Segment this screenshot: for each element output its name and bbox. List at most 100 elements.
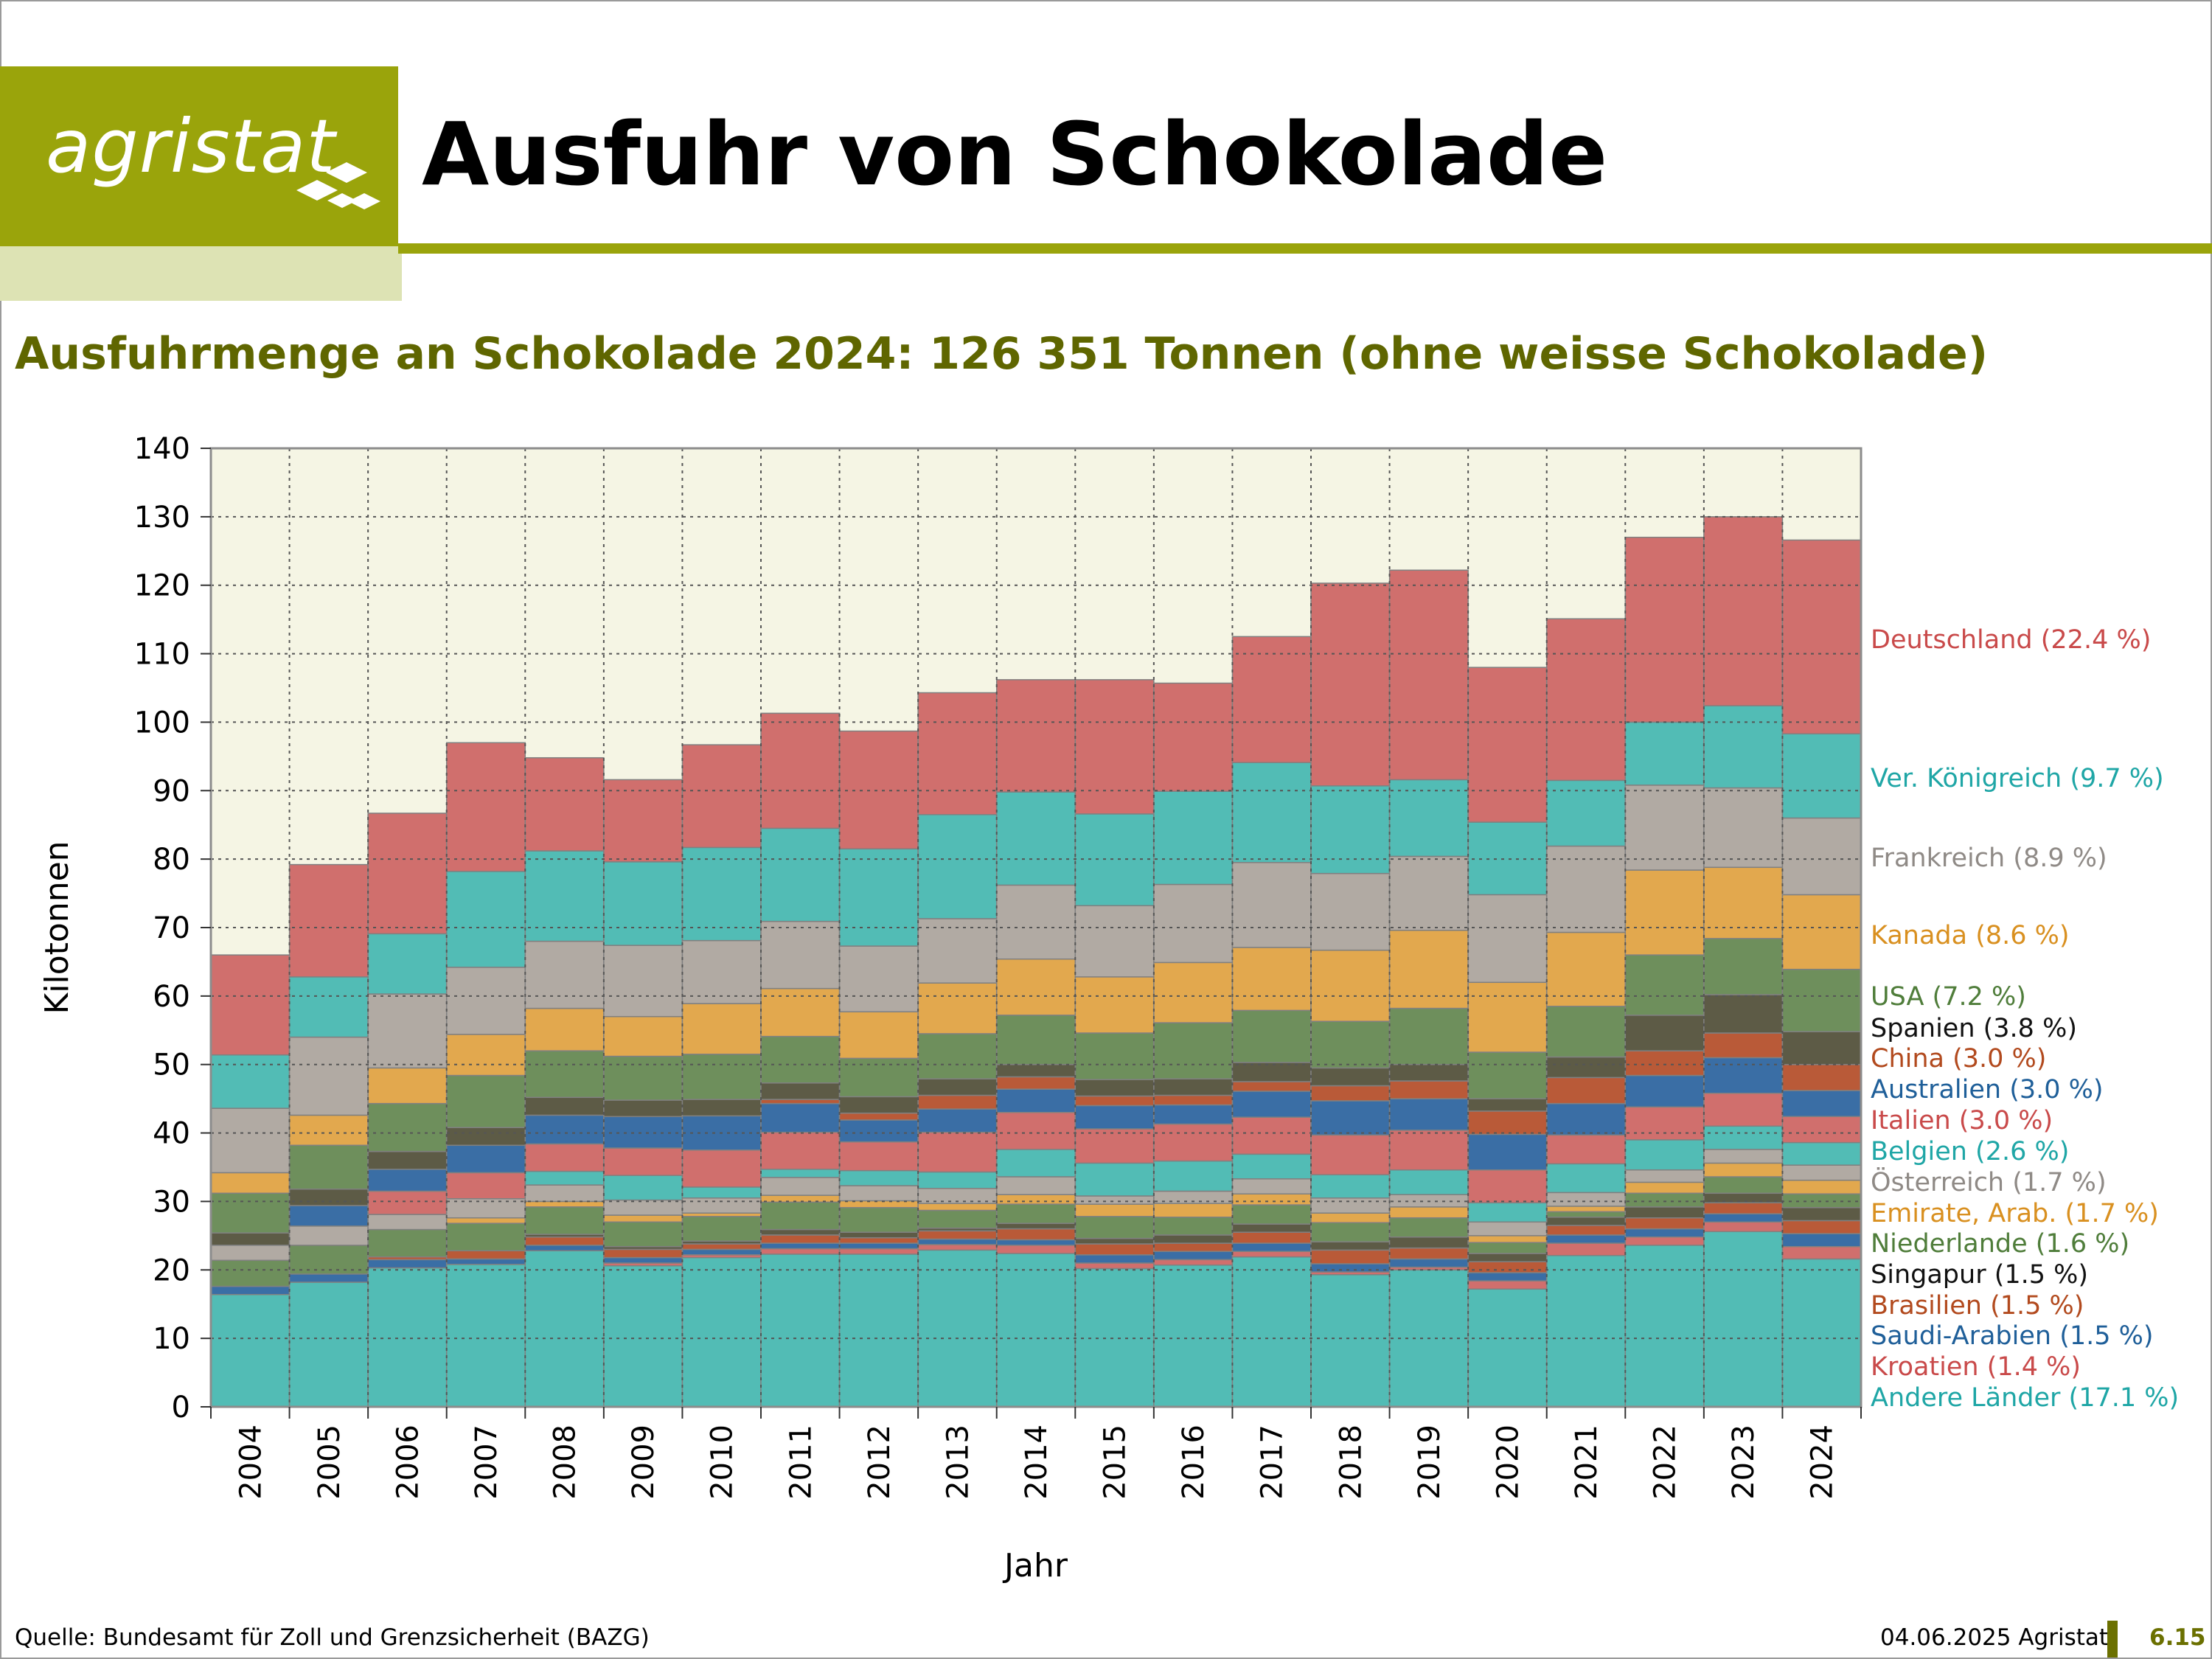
bar-segment [1624,869,1705,956]
x-tick-label: 2009 [627,1425,661,1500]
x-tick-label: 2023 [1727,1425,1761,1500]
x-tick-label: 2006 [391,1425,425,1500]
bar-segment [1624,1139,1705,1171]
bar-segment [524,1245,605,1252]
bar-segment [838,1011,919,1060]
bar-segment [1388,569,1469,781]
bar-segment [681,846,762,942]
bar-segment [367,1214,448,1231]
bar-segment [1545,1255,1627,1408]
bar-segment [603,945,684,1018]
bar-segment [1310,1134,1391,1175]
bar-segment [1074,1203,1155,1217]
bar-segment [1231,1081,1312,1092]
series-label: China (3.0 %) [1871,1044,2046,1074]
bar-segment [1231,1204,1312,1225]
y-tick-label: 70 [153,911,190,945]
bar-segment [1231,1009,1312,1063]
bar-segment [445,1127,526,1147]
bar-segment [1703,1125,1784,1150]
series-label: Italien (3.0 %) [1871,1106,2053,1135]
bar-segment [1074,1262,1155,1270]
bar-segment [603,1099,684,1118]
bar-segment [1781,539,1862,734]
bar-segment [1781,968,1862,1032]
y-tick-label: 50 [153,1048,190,1082]
bar-segment [603,1015,684,1057]
bar-segment [1624,1074,1705,1108]
bar-segment [1388,1063,1469,1082]
bar-segment [603,1265,684,1408]
bar-segment [838,1169,919,1186]
y-tick-label: 60 [153,980,190,1014]
bar-segment [445,871,526,968]
bar-segment [1310,1067,1391,1087]
bar-segment [917,692,998,815]
bar-segment [524,1096,605,1116]
bar-segment [1781,1090,1862,1118]
bar-segment [760,1228,841,1236]
bar-segment [838,1112,919,1121]
bar-segment [1467,1110,1548,1135]
series-label: Spanien (3.8 %) [1871,1014,2077,1043]
bar-segment [1153,1251,1234,1261]
bar-segment [917,814,998,919]
page-title: Ausfuhr von Schokolade [422,103,1608,205]
logo-diamond-icon [296,162,380,209]
y-tick-label: 0 [172,1391,190,1425]
bar-segment [838,848,919,947]
bar-segment [681,1099,762,1117]
x-tick-label: 2013 [941,1425,975,1500]
bar-segment [1624,1236,1705,1246]
bar-segment [681,744,762,849]
bar-segment [210,1293,291,1408]
bar-segment [917,1244,998,1251]
bar-segment [995,1228,1077,1241]
bar-segment [995,1203,1077,1224]
bar-segment [210,954,291,1056]
bar-segment [995,1253,1077,1408]
bar-segment [1703,1149,1784,1164]
bar-segment [1467,1242,1548,1254]
bar-segment [210,1054,291,1109]
bar-segment [1703,1092,1784,1127]
bar-segment [1074,679,1155,815]
bar-segment [367,993,448,1069]
logo [0,66,398,246]
series-label: Ver. Königreich (9.7 %) [1871,764,2164,793]
bar-segment [288,1205,369,1227]
bar-segment [1388,1247,1469,1260]
bar-segment [1388,1098,1469,1131]
bar-segment [1545,1102,1627,1136]
footer-date: 04.06.2025 Agristat [1880,1624,2109,1651]
bar-segment [603,1248,684,1259]
bar-segment [367,1267,448,1408]
bar-segment [367,1067,448,1105]
bar-segment [1545,1006,1627,1058]
bar-segment [210,1245,291,1262]
x-tick-label: 2018 [1334,1425,1368,1500]
page-number: 6.15 [2149,1624,2206,1651]
bar-segment [995,1088,1077,1113]
bar-segment [1074,1243,1155,1256]
bar-segment [917,1230,998,1240]
bar-segment [288,1114,369,1147]
x-tick-label: 2005 [313,1425,347,1500]
y-tick-label: 30 [153,1185,190,1219]
bar-segment [1624,1169,1705,1183]
bar-segment [1467,1202,1548,1223]
series-label: Kanada (8.6 %) [1871,921,2070,950]
x-tick-label: 2014 [1020,1425,1054,1500]
bar-segment [1153,1217,1234,1236]
bar-segment [1624,1192,1705,1208]
bar-segment [838,1248,919,1255]
bar-segment [210,1172,291,1194]
series-label: Saudi-Arabien (1.5 %) [1871,1321,2154,1351]
bar-segment [603,1199,684,1216]
bar-segment [524,940,605,1009]
bar-segment [1231,1223,1312,1233]
bar-segment [1310,1197,1391,1214]
bar-segment [1781,733,1862,819]
bar-segment [210,1285,291,1295]
series-label: Brasilien (1.5 %) [1871,1291,2084,1321]
